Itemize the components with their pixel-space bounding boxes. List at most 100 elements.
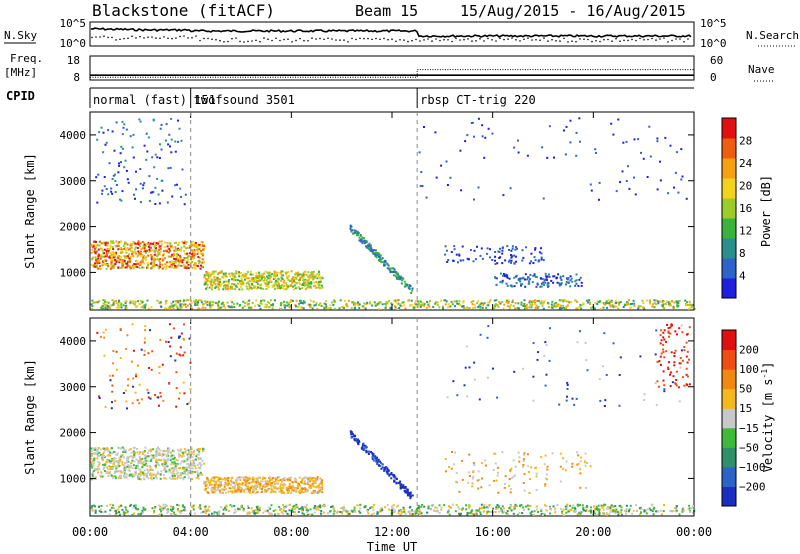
- range-time-cell: [182, 454, 185, 457]
- range-time-cell: [174, 300, 177, 302]
- range-time-cell: [317, 286, 320, 289]
- range-time-cell: [149, 477, 152, 479]
- range-time-cell: [466, 306, 469, 309]
- range-time-cell: [411, 509, 413, 512]
- range-time-cell: [188, 252, 191, 255]
- range-time-cell: [118, 464, 121, 467]
- range-time-cell: [512, 506, 515, 509]
- range-time-cell: [197, 248, 200, 251]
- range-time-cell: [604, 399, 607, 402]
- range-time-cell: [279, 287, 282, 290]
- range-time-cell: [112, 253, 115, 256]
- range-time-cell: [160, 470, 163, 473]
- range-time-cell: [294, 273, 297, 276]
- range-time-cell: [213, 511, 216, 514]
- range-time-cell: [128, 473, 131, 476]
- range-time-cell: [445, 249, 448, 252]
- range-time-cell: [506, 299, 508, 302]
- range-time-cell: [677, 300, 679, 303]
- range-time-cell: [295, 486, 298, 489]
- range-time-cell: [528, 278, 531, 281]
- range-time-cell: [360, 238, 363, 241]
- range-time-cell: [509, 187, 512, 190]
- range-time-cell: [528, 471, 530, 473]
- range-time-cell: [493, 452, 495, 455]
- range-time-cell: [109, 379, 112, 382]
- range-time-cell: [173, 253, 176, 256]
- range-time-cell: [270, 512, 273, 515]
- range-time-cell: [497, 466, 500, 469]
- range-time-cell: [295, 481, 298, 484]
- range-time-cell: [150, 450, 153, 453]
- range-time-cell: [225, 275, 228, 278]
- range-time-cell: [123, 469, 126, 472]
- range-time-cell: [274, 491, 277, 494]
- range-time-cell: [176, 477, 179, 480]
- range-time-cell: [540, 512, 543, 515]
- range-time-cell: [125, 508, 128, 511]
- range-time-cell: [197, 250, 200, 253]
- range-time-cell: [92, 301, 95, 304]
- range-time-cell: [106, 263, 109, 266]
- range-time-cell: [159, 245, 162, 248]
- range-time-cell: [135, 243, 138, 246]
- range-time-cell: [465, 345, 468, 348]
- range-time-cell: [176, 255, 179, 258]
- range-time-cell: [323, 302, 326, 305]
- noise-search-point: [567, 41, 569, 43]
- range-time-cell: [190, 472, 193, 475]
- range-time-cell: [129, 299, 132, 302]
- nave-right-label: Nave: [748, 63, 775, 76]
- range-time-cell: [653, 302, 656, 305]
- range-time-cell: [315, 486, 318, 489]
- range-time-cell: [109, 451, 112, 454]
- range-time-cell: [137, 473, 140, 476]
- range-time-cell: [558, 282, 561, 285]
- range-time-cell: [311, 276, 313, 279]
- range-time-cell: [236, 489, 239, 492]
- range-time-cell: [190, 243, 193, 246]
- range-time-cell: [306, 283, 308, 286]
- range-time-cell: [175, 459, 178, 461]
- range-time-cell: [233, 303, 235, 305]
- range-time-cell: [145, 251, 147, 254]
- range-time-cell: [547, 306, 550, 309]
- range-time-cell: [158, 452, 161, 455]
- range-time-cell: [166, 465, 169, 468]
- colorbar-swatch: [722, 198, 736, 219]
- range-time-cell: [166, 242, 169, 245]
- range-time-cell: [176, 307, 179, 310]
- range-time-cell: [272, 278, 275, 280]
- range-time-cell: [211, 288, 213, 291]
- range-time-cell: [136, 242, 139, 245]
- range-time-cell: [164, 465, 167, 468]
- range-time-cell: [605, 374, 608, 376]
- range-time-cell: [184, 303, 187, 306]
- range-time-cell: [198, 450, 201, 453]
- range-time-cell: [182, 381, 185, 384]
- range-time-cell: [414, 302, 417, 305]
- range-time-cell: [125, 449, 128, 452]
- range-time-cell: [195, 301, 197, 304]
- range-time-cell: [333, 300, 336, 303]
- range-time-cell: [154, 466, 157, 469]
- range-time-cell: [134, 197, 136, 200]
- range-time-cell: [520, 504, 523, 506]
- range-time-cell: [97, 267, 100, 270]
- range-time-cell: [142, 451, 145, 454]
- range-time-cell: [177, 253, 180, 256]
- range-time-cell: [274, 478, 277, 481]
- range-time-cell: [155, 461, 158, 464]
- range-time-cell: [119, 247, 122, 250]
- range-time-cell: [382, 261, 385, 264]
- range-time-cell: [102, 260, 105, 263]
- range-time-cell: [172, 263, 175, 266]
- range-time-cell: [121, 463, 124, 466]
- range-time-cell: [401, 301, 404, 304]
- range-time-cell: [522, 460, 525, 463]
- range-time-cell: [105, 188, 108, 191]
- range-time-cell: [612, 506, 615, 509]
- beam-label: Beam 15: [355, 2, 418, 20]
- range-time-cell: [213, 476, 216, 479]
- range-time-cell: [508, 259, 511, 262]
